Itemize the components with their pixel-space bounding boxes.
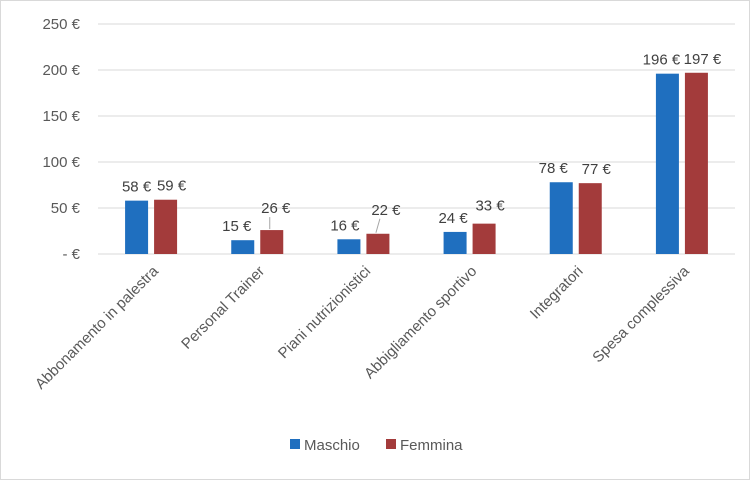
category-label: Integratori <box>527 263 587 323</box>
data-labels: 58 € 15 € 16 € 24 € 78 € 196 € 59 € 26 € 22 € 33 … <box>122 51 722 235</box>
y-tick-label: 150 € <box>42 108 80 125</box>
bar-femmina <box>578 183 602 254</box>
category-label: Abbigliamento sportivo <box>361 263 480 382</box>
x-axis-category-labels: Abbonamento in palestra Personal Trainer P… <box>32 262 693 392</box>
y-tick-label: 200 € <box>42 62 80 79</box>
y-tick-label: 250 € <box>42 16 80 33</box>
legend-swatch <box>290 439 300 449</box>
legend-label: Femmina <box>400 437 463 454</box>
data-label: 58 € <box>122 179 152 196</box>
data-label: 26 € <box>261 200 291 217</box>
bar-maschio <box>337 239 361 254</box>
bar-maschio <box>443 231 467 254</box>
category-label: Piani nutrizionistici <box>275 263 374 362</box>
category-label: Abbonamento in palestra <box>32 262 162 392</box>
bar-maschio <box>231 240 255 254</box>
bar-femmina <box>684 72 708 254</box>
data-label: 15 € <box>222 218 252 235</box>
data-label: 33 € <box>475 198 505 215</box>
bar-femmina <box>154 199 178 254</box>
bar-maschio <box>125 200 149 254</box>
y-tick-label: 100 € <box>42 154 80 171</box>
bars <box>125 72 708 255</box>
legend: Maschio Femmina <box>290 437 463 454</box>
y-tick-label: 50 € <box>51 200 81 217</box>
category-label: Personal Trainer <box>178 263 268 353</box>
bar-femmina <box>472 223 496 254</box>
data-label: 22 € <box>371 202 401 219</box>
data-label: 59 € <box>157 178 187 195</box>
bar-femmina <box>260 230 284 254</box>
legend-swatch <box>386 439 396 449</box>
bar-maschio <box>655 73 679 255</box>
bar-femmina <box>366 233 390 254</box>
data-label: 197 € <box>684 51 722 68</box>
bar-maschio <box>549 182 573 254</box>
data-label: 77 € <box>582 161 612 178</box>
data-label: 78 € <box>539 160 569 177</box>
gridlines <box>98 23 735 255</box>
legend-label: Maschio <box>304 437 360 454</box>
data-label: 196 € <box>643 52 681 69</box>
category-label: Spesa complessiva <box>589 262 693 366</box>
y-axis-tick-labels: - € 50 € 100 € 150 € 200 € 250 € <box>42 16 80 263</box>
data-label: 24 € <box>438 210 468 227</box>
data-label: 16 € <box>330 217 360 234</box>
y-tick-label: - € <box>62 246 80 263</box>
leader-line <box>375 218 381 233</box>
